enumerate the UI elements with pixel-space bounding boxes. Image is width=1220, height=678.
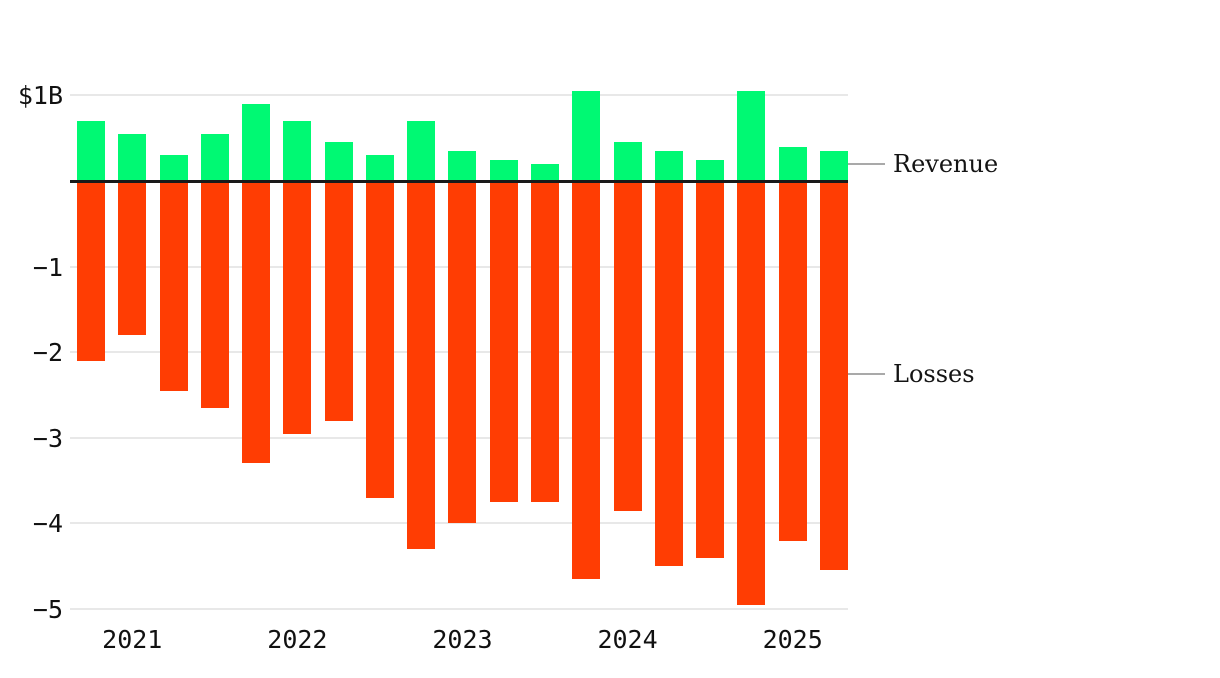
loss-bar — [654, 181, 683, 567]
y-tick-label--4: −4 — [32, 509, 63, 539]
y-gridline--4 — [70, 522, 848, 525]
revenue-bar — [407, 121, 436, 181]
y-tick-label--1: −1 — [32, 252, 63, 282]
loss-bar — [613, 181, 642, 511]
y-gridline--5 — [70, 608, 848, 610]
y-tick-label-1: $1B — [17, 81, 63, 111]
revenue-bar — [819, 151, 848, 181]
x-tick-label-2021: 2021 — [102, 625, 163, 654]
revenue-bar — [159, 155, 188, 181]
revenue-bar — [77, 121, 105, 181]
revenue-annotation-tick — [848, 162, 885, 165]
revenue-bar — [654, 151, 683, 181]
loss-bar — [324, 181, 353, 421]
revenue-label: Revenue — [893, 149, 999, 178]
loss-bar — [448, 181, 477, 524]
revenue-bar — [696, 159, 725, 181]
loss-bar — [118, 181, 147, 336]
loss-bar — [489, 181, 518, 502]
loss-bar — [737, 181, 766, 605]
x-tick-label-2023: 2023 — [432, 625, 493, 654]
loss-bar — [572, 181, 601, 580]
revenue-bar — [613, 142, 642, 181]
loss-bar — [407, 181, 436, 550]
revenue-bar — [572, 91, 601, 181]
revenue-bar — [283, 121, 312, 181]
y-tick-label--2: −2 — [32, 338, 63, 368]
revenue-bar — [200, 133, 229, 181]
loss-bar — [242, 181, 271, 464]
x-tick-label-2022: 2022 — [267, 625, 328, 654]
losses-annotation-tick — [848, 373, 885, 376]
loss-bar — [77, 181, 105, 361]
revenue-bar — [778, 146, 807, 181]
revenue-bar — [448, 151, 477, 181]
loss-bar — [531, 181, 560, 502]
revenue-bar — [324, 142, 353, 181]
loss-bar — [819, 181, 848, 571]
y-tick-label--5: −5 — [32, 595, 63, 624]
x-tick-label-2024: 2024 — [597, 625, 658, 654]
revenue-bar — [737, 91, 766, 181]
loss-bar — [159, 181, 188, 391]
loss-bar — [778, 181, 807, 541]
loss-bar — [200, 181, 229, 408]
revenue-bar — [489, 159, 518, 181]
y-tick-label--3: −3 — [32, 423, 63, 453]
revenue-bar — [242, 103, 271, 181]
zero-baseline — [70, 179, 848, 183]
y-gridline-1 — [70, 94, 848, 97]
loss-bar — [283, 181, 312, 434]
x-tick-label-2025: 2025 — [762, 625, 823, 654]
losses-label: Losses — [893, 360, 975, 389]
revenue-bar — [118, 133, 147, 181]
loss-bar — [696, 181, 725, 558]
revenue-bar — [531, 163, 560, 181]
loss-bar — [365, 181, 394, 498]
revenue-bar — [365, 155, 394, 181]
